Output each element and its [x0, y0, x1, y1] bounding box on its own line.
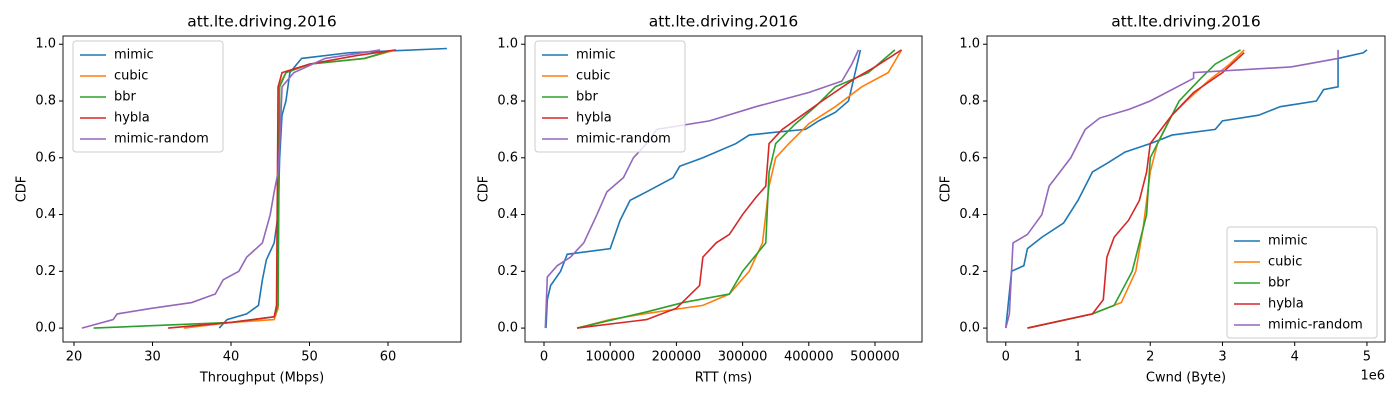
legend: mimic cubic bbr hybla mimic-random	[1226, 226, 1378, 339]
chart-title: att.lte.driving.2016	[649, 13, 798, 31]
x-tick-label: 3	[1218, 350, 1226, 365]
series-line	[1027, 52, 1245, 329]
y-tick-label: 0.0	[497, 321, 518, 336]
series-line	[168, 49, 396, 329]
legend-label: bbr	[1268, 276, 1291, 291]
chart-title: att.lte.driving.2016	[1111, 13, 1260, 31]
legend-label: hybla	[576, 111, 612, 126]
legend-frame	[534, 40, 686, 153]
y-tick-label: 0.6	[35, 150, 56, 165]
x-tick-label: 1	[1074, 350, 1082, 365]
y-tick-label: 0.2	[35, 264, 56, 279]
legend-label: cubic	[576, 69, 610, 84]
x-tick-label: 5	[1363, 350, 1371, 365]
legend: mimic cubic bbr hybla mimic-random	[534, 40, 686, 153]
series-line	[1027, 49, 1241, 329]
y-tick-label: 0.6	[497, 150, 518, 165]
legend-label: mimic-random	[576, 132, 671, 147]
legend-label: hybla	[114, 111, 150, 126]
legend-label: mimic-random	[114, 132, 209, 147]
legend-label: mimic	[576, 48, 616, 63]
y-tick-label: 0.2	[497, 264, 518, 279]
series-line	[577, 49, 902, 329]
y-tick-label: 0.2	[959, 264, 980, 279]
series-line	[218, 47, 447, 329]
series-line	[1027, 49, 1245, 329]
y-tick-label: 0.6	[959, 150, 980, 165]
legend-label: cubic	[1268, 255, 1302, 270]
legend-label: hybla	[1268, 297, 1304, 312]
x-tick-label: 20	[66, 350, 83, 365]
y-axis-label: CDF	[477, 176, 492, 203]
y-tick-label: 1.0	[497, 37, 518, 52]
legend-label: mimic-random	[1268, 318, 1363, 333]
legend-frame	[72, 40, 224, 153]
x-axis-label: Cwnd (Byte)	[1146, 371, 1226, 386]
series-line	[81, 49, 381, 329]
series-line	[1004, 49, 1368, 329]
x-axis-label: Throughput (Mbps)	[199, 371, 324, 386]
x-tick-label: 100000	[585, 350, 635, 365]
legend: mimic cubic bbr hybla mimic-random	[72, 40, 224, 153]
y-axis-label: CDF	[939, 176, 954, 203]
series-line	[545, 49, 862, 329]
x-tick-label: 40	[223, 350, 240, 365]
x-tick-label: 300000	[718, 350, 768, 365]
subplot: att.lte.driving.2016 RTT (ms) CDF 0 100000 20…	[477, 13, 923, 386]
x-tick-label: 0	[1002, 350, 1010, 365]
x-tick-label: 50	[301, 350, 318, 365]
y-tick-label: 0.8	[497, 94, 518, 109]
plot-frame	[524, 35, 923, 343]
x-tick-label: 2	[1146, 350, 1154, 365]
chart-title: att.lte.driving.2016	[187, 13, 336, 31]
legend-label: cubic	[114, 69, 148, 84]
x-tick-label: 400000	[784, 350, 834, 365]
x-axis-label: RTT (ms)	[695, 371, 752, 386]
plot-frame	[62, 35, 462, 343]
legend-frame	[1226, 226, 1378, 339]
y-tick-label: 0.0	[959, 321, 980, 336]
y-tick-label: 1.0	[959, 37, 980, 52]
series-line	[1005, 49, 1339, 329]
y-tick-label: 1.0	[35, 37, 56, 52]
x-tick-label: 0	[540, 350, 548, 365]
legend-label: mimic	[1268, 234, 1308, 249]
y-tick-label: 0.4	[35, 207, 56, 222]
subplot: att.lte.driving.2016 Cwnd (Byte) CDF 0 1 2 3 4 5…	[939, 13, 1386, 386]
legend-label: mimic	[114, 48, 154, 63]
x-tick-label: 200000	[652, 350, 702, 365]
subplot: att.lte.driving.2016 Throughput (Mbps) CDF…	[15, 13, 462, 386]
series-line	[544, 49, 860, 329]
x-tick-label: 60	[380, 350, 397, 365]
y-axis-label: CDF	[15, 176, 30, 203]
x-offset-label: 1e6	[1360, 369, 1385, 384]
y-tick-label: 0.8	[959, 94, 980, 109]
y-tick-label: 0.8	[35, 94, 56, 109]
y-tick-label: 0.0	[35, 321, 56, 336]
plot-frame	[986, 35, 1386, 343]
y-tick-label: 0.4	[497, 207, 518, 222]
x-tick-label: 30	[144, 350, 161, 365]
y-tick-label: 0.4	[959, 207, 980, 222]
x-tick-label: 500000	[850, 350, 900, 365]
legend-label: bbr	[576, 90, 599, 105]
x-tick-label: 4	[1291, 350, 1299, 365]
legend-label: bbr	[114, 90, 137, 105]
